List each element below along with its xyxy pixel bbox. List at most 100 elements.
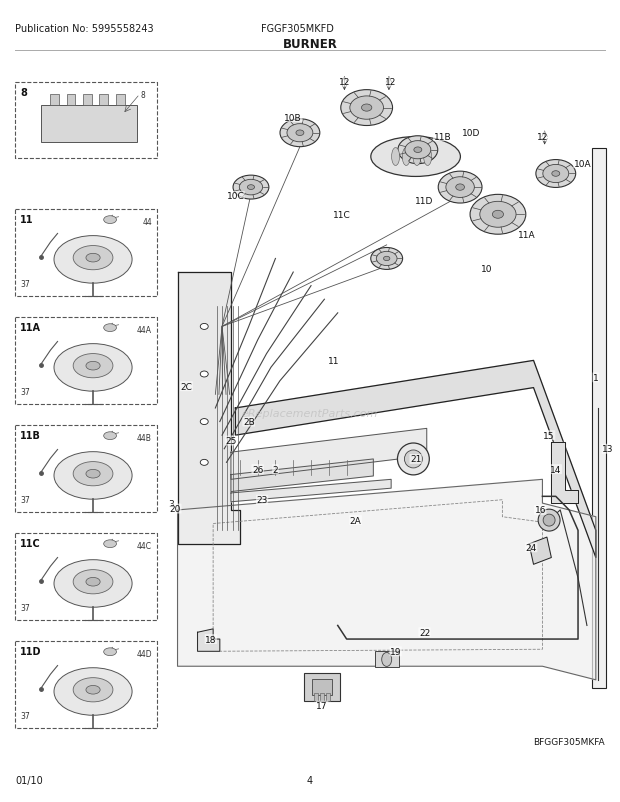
Ellipse shape: [233, 176, 269, 200]
Bar: [326, 693, 330, 701]
Ellipse shape: [371, 248, 402, 270]
Ellipse shape: [470, 195, 526, 235]
Text: 11B: 11B: [433, 132, 451, 141]
Text: 44: 44: [142, 218, 152, 227]
Ellipse shape: [492, 211, 503, 219]
Text: 8: 8: [20, 88, 27, 99]
Ellipse shape: [536, 160, 576, 188]
Ellipse shape: [86, 362, 100, 371]
Text: 44B: 44B: [137, 434, 152, 443]
Bar: [312, 678, 332, 695]
Ellipse shape: [200, 371, 208, 378]
Text: 01/10: 01/10: [15, 775, 43, 785]
Polygon shape: [231, 460, 373, 492]
Text: 8: 8: [140, 91, 145, 100]
Text: 44A: 44A: [137, 326, 152, 334]
Text: 1: 1: [593, 374, 599, 383]
Bar: [66, 95, 75, 106]
Ellipse shape: [86, 577, 100, 586]
Ellipse shape: [73, 354, 113, 379]
Bar: [116, 95, 125, 106]
Ellipse shape: [402, 148, 410, 166]
Ellipse shape: [86, 686, 100, 695]
Ellipse shape: [247, 185, 255, 190]
Text: 11C: 11C: [20, 539, 41, 549]
Text: 11A: 11A: [20, 323, 41, 333]
Ellipse shape: [200, 419, 208, 425]
Ellipse shape: [404, 451, 422, 468]
Ellipse shape: [287, 124, 313, 143]
Ellipse shape: [382, 653, 392, 666]
Text: 11D: 11D: [20, 646, 42, 657]
Text: 10B: 10B: [285, 113, 302, 123]
Text: 22: 22: [419, 628, 430, 637]
Text: 2B: 2B: [243, 418, 255, 427]
Text: 37: 37: [20, 711, 30, 720]
Ellipse shape: [361, 105, 372, 112]
Text: 4: 4: [307, 775, 313, 785]
Ellipse shape: [200, 324, 208, 330]
Polygon shape: [551, 443, 578, 504]
Ellipse shape: [86, 254, 100, 262]
Text: BFGGF305MKFA: BFGGF305MKFA: [533, 737, 605, 746]
Text: 21: 21: [410, 455, 422, 464]
Text: 19: 19: [390, 647, 401, 656]
Text: 37: 37: [20, 387, 30, 396]
Bar: [320, 693, 324, 701]
Text: 44C: 44C: [137, 541, 152, 551]
Text: 11B: 11B: [20, 431, 41, 441]
Text: 26: 26: [252, 465, 264, 474]
Text: 10C: 10C: [226, 192, 244, 201]
Polygon shape: [231, 480, 391, 502]
Text: 37: 37: [20, 495, 30, 504]
Ellipse shape: [239, 180, 263, 196]
Text: 18: 18: [205, 634, 216, 644]
Text: 11A: 11A: [518, 231, 536, 240]
Text: 3: 3: [168, 499, 174, 508]
Polygon shape: [591, 148, 606, 688]
Ellipse shape: [423, 148, 432, 166]
Ellipse shape: [54, 668, 132, 715]
Polygon shape: [236, 361, 596, 558]
Ellipse shape: [413, 148, 421, 166]
Ellipse shape: [104, 540, 117, 548]
Text: 20: 20: [170, 504, 181, 513]
Ellipse shape: [341, 91, 392, 127]
Ellipse shape: [397, 444, 429, 476]
Text: 12: 12: [386, 78, 397, 87]
Ellipse shape: [54, 452, 132, 500]
Bar: [15, 83, 157, 160]
Text: 17: 17: [316, 701, 328, 711]
Bar: [99, 95, 108, 106]
Ellipse shape: [54, 344, 132, 391]
Ellipse shape: [54, 560, 132, 607]
Bar: [374, 652, 399, 667]
Text: 24: 24: [526, 543, 537, 552]
Ellipse shape: [480, 202, 516, 228]
Ellipse shape: [73, 678, 113, 702]
Bar: [314, 693, 318, 701]
Text: FGGF305MKFD: FGGF305MKFD: [260, 24, 334, 34]
Text: 44D: 44D: [136, 650, 152, 658]
Polygon shape: [177, 480, 596, 680]
Ellipse shape: [73, 570, 113, 594]
Ellipse shape: [104, 648, 117, 656]
Ellipse shape: [392, 148, 399, 166]
Ellipse shape: [86, 470, 100, 479]
Text: 13: 13: [602, 444, 614, 454]
Ellipse shape: [538, 509, 560, 532]
Bar: [15, 318, 157, 404]
Ellipse shape: [446, 177, 474, 198]
Text: Publication No: 5995558243: Publication No: 5995558243: [15, 24, 154, 34]
Text: 25: 25: [225, 436, 237, 446]
Bar: [50, 95, 59, 106]
Polygon shape: [198, 629, 220, 651]
Text: 2A: 2A: [350, 516, 361, 525]
Bar: [15, 533, 157, 620]
Polygon shape: [177, 273, 240, 545]
Ellipse shape: [200, 460, 208, 466]
Ellipse shape: [296, 131, 304, 136]
Bar: [304, 673, 340, 701]
Text: 11C: 11C: [334, 210, 351, 220]
Text: 10: 10: [481, 265, 492, 273]
